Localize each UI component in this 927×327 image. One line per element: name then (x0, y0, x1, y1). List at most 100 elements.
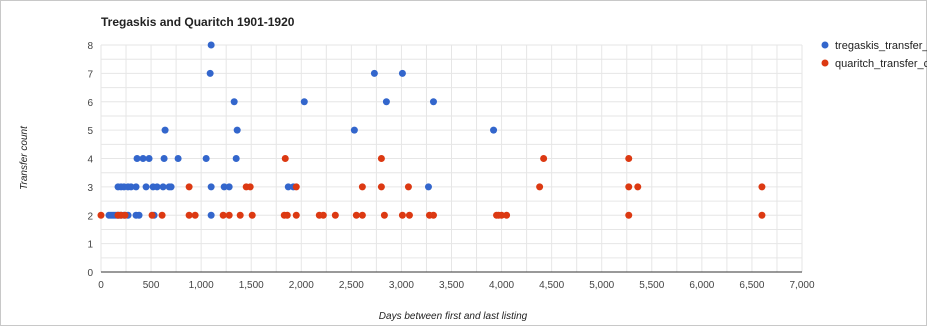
quaritch-point[interactable] (359, 183, 366, 190)
y-tick-label: 0 (87, 268, 93, 279)
tregaskis-point[interactable] (146, 155, 153, 162)
x-tick-label: 4,000 (489, 280, 514, 291)
x-tick-label: 5,000 (589, 280, 614, 291)
quaritch-point[interactable] (284, 212, 291, 219)
tregaskis-point[interactable] (301, 98, 308, 105)
quaritch-point[interactable] (625, 183, 632, 190)
quaritch-point[interactable] (353, 212, 360, 219)
tregaskis-point[interactable] (203, 155, 210, 162)
quaritch-point[interactable] (758, 183, 765, 190)
quaritch-point[interactable] (378, 155, 385, 162)
x-tick-label: 1,500 (239, 280, 264, 291)
tregaskis-point[interactable] (233, 155, 240, 162)
tregaskis-point[interactable] (430, 98, 437, 105)
quaritch-point[interactable] (536, 183, 543, 190)
x-tick-label: 3,500 (439, 280, 464, 291)
quaritch-point[interactable] (540, 155, 547, 162)
quaritch-point[interactable] (237, 212, 244, 219)
quaritch-point[interactable] (249, 212, 256, 219)
quaritch-point[interactable] (359, 212, 366, 219)
y-axis-title: Transfer count (19, 125, 30, 190)
y-tick-label: 7 (87, 69, 93, 80)
y-tick-label: 6 (87, 98, 93, 109)
tregaskis-point[interactable] (154, 183, 161, 190)
quaritch-point[interactable] (247, 183, 254, 190)
x-axis-title: Days between first and last listing (379, 311, 528, 322)
legend-marker (822, 60, 829, 67)
tregaskis-point[interactable] (383, 98, 390, 105)
tregaskis-point[interactable] (207, 70, 214, 77)
quaritch-point[interactable] (399, 212, 406, 219)
tregaskis-point[interactable] (162, 127, 169, 134)
y-tick-label: 4 (87, 155, 93, 166)
tregaskis-point[interactable] (351, 127, 358, 134)
y-tick-label: 8 (87, 41, 93, 52)
tregaskis-point[interactable] (143, 183, 150, 190)
quaritch-point[interactable] (226, 212, 233, 219)
tregaskis-point[interactable] (140, 155, 147, 162)
quaritch-point[interactable] (332, 212, 339, 219)
y-tick-label: 2 (87, 211, 93, 222)
tregaskis-point[interactable] (234, 127, 241, 134)
tregaskis-point[interactable] (208, 212, 215, 219)
legend-item-tregaskis[interactable]: tregaskis_transfer_... (822, 40, 927, 52)
quaritch-point[interactable] (186, 212, 193, 219)
x-tick-label: 6,000 (689, 280, 714, 291)
legend-marker (822, 42, 829, 49)
quaritch-point[interactable] (503, 212, 510, 219)
y-tick-label: 5 (87, 126, 93, 137)
tregaskis-point[interactable] (136, 212, 143, 219)
x-tick-label: 5,500 (639, 280, 664, 291)
tregaskis-point[interactable] (208, 183, 215, 190)
tregaskis-point[interactable] (168, 183, 175, 190)
quaritch-point[interactable] (758, 212, 765, 219)
quaritch-point[interactable] (406, 212, 413, 219)
tregaskis-point[interactable] (175, 155, 182, 162)
tregaskis-point[interactable] (133, 183, 140, 190)
x-tick-label: 0 (98, 280, 104, 291)
quaritch-point[interactable] (405, 183, 412, 190)
quaritch-point[interactable] (159, 212, 166, 219)
quaritch-point[interactable] (293, 212, 300, 219)
x-tick-label: 7,000 (789, 280, 814, 291)
x-tick-label: 3,000 (389, 280, 414, 291)
tregaskis-point[interactable] (231, 98, 238, 105)
quaritch-point[interactable] (186, 183, 193, 190)
tregaskis-point[interactable] (399, 70, 406, 77)
tregaskis-point[interactable] (134, 155, 141, 162)
chart-title: Tregaskis and Quaritch 1901-1920 (101, 15, 295, 29)
tregaskis-point[interactable] (226, 183, 233, 190)
quaritch-point[interactable] (192, 212, 199, 219)
quaritch-point[interactable] (293, 183, 300, 190)
quaritch-point[interactable] (634, 183, 641, 190)
quaritch-point[interactable] (381, 212, 388, 219)
quaritch-point[interactable] (320, 212, 327, 219)
quaritch-point[interactable] (625, 155, 632, 162)
tregaskis-point[interactable] (490, 127, 497, 134)
legend-label: quaritch_transfer_c... (835, 58, 927, 70)
legend: tregaskis_transfer_... quaritch_transfer_… (822, 40, 927, 70)
quaritch-point[interactable] (149, 212, 156, 219)
x-tick-label: 4,500 (539, 280, 564, 291)
quaritch-point[interactable] (625, 212, 632, 219)
tregaskis-point[interactable] (208, 42, 215, 49)
x-tick-label: 1,000 (189, 280, 214, 291)
quaritch-point[interactable] (430, 212, 437, 219)
quaritch-point[interactable] (98, 212, 105, 219)
x-tick-label: 500 (143, 280, 160, 291)
x-tick-label: 6,500 (739, 280, 764, 291)
y-tick-label: 1 (87, 240, 93, 251)
quaritch-point[interactable] (378, 183, 385, 190)
quaritch-point[interactable] (220, 212, 227, 219)
legend-label: tregaskis_transfer_... (835, 40, 927, 52)
x-tick-label: 2,500 (339, 280, 364, 291)
tregaskis-point[interactable] (161, 155, 168, 162)
legend-item-quaritch[interactable]: quaritch_transfer_c... (822, 58, 927, 70)
quaritch-point[interactable] (282, 155, 289, 162)
tregaskis-point[interactable] (425, 183, 432, 190)
y-tick-label: 3 (87, 183, 93, 194)
tregaskis-point[interactable] (371, 70, 378, 77)
tregaskis-point[interactable] (160, 183, 167, 190)
quaritch-point[interactable] (122, 212, 129, 219)
